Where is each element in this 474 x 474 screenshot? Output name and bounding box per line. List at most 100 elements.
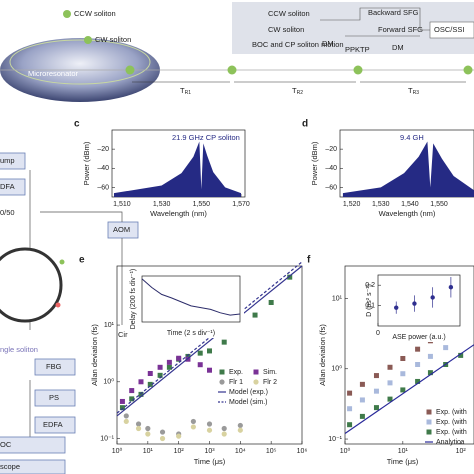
- marker: [135, 421, 142, 427]
- spectrum: [342, 141, 474, 197]
- legend-swatch: [219, 379, 225, 385]
- legend-label: Analytica: [436, 439, 465, 446]
- y-tick-label: 10⁻¹: [328, 436, 342, 443]
- label: 0/50: [0, 208, 15, 217]
- marker: [221, 431, 227, 437]
- x-tick-label: 1,550: [430, 201, 448, 208]
- inset-y-label: Delay (200 fs div⁻¹): [130, 269, 137, 330]
- marker: [427, 370, 433, 376]
- soliton: [463, 65, 473, 75]
- panel-e: e 10⁰ 10¹ 10² 10³ 10⁴ 10⁵ 10⁶ 10⁻¹ 10⁰ 10¹ Exp. Sim.…: [79, 255, 307, 466]
- y-tick-label: 0.2: [365, 282, 375, 289]
- x-tick-label: 0: [376, 330, 380, 337]
- spectrum: [113, 141, 242, 197]
- marker: [237, 422, 243, 429]
- plot-frame: [344, 265, 474, 445]
- y-tick-label: –40: [325, 165, 337, 172]
- marker: [237, 427, 243, 433]
- orbit: [9, 39, 151, 85]
- label: Circ.: [118, 330, 133, 339]
- y-tick-label: 10¹: [332, 295, 343, 302]
- marker: [138, 391, 144, 397]
- marker: [287, 274, 293, 280]
- soliton: [125, 65, 135, 75]
- marker: [373, 388, 379, 394]
- marker: [373, 405, 379, 411]
- marker: [430, 295, 435, 300]
- legend-swatch: [426, 429, 432, 435]
- beam-path: [320, 7, 430, 37]
- marker: [166, 359, 172, 365]
- legend-label: Exp.: [229, 369, 243, 376]
- marker: [252, 312, 258, 318]
- label: CCW soliton: [268, 9, 310, 18]
- panel-label: f: [307, 255, 311, 266]
- legend-label: Flr 1: [229, 379, 243, 386]
- soliton: [63, 10, 71, 18]
- x-axis-label: Wavelength (nm): [379, 209, 436, 218]
- x-tick-label: 10⁵: [266, 448, 277, 455]
- legend-label: Flr 2: [263, 379, 277, 386]
- setup-panel: CCW soliton CW soliton BOC and CP solito…: [232, 2, 474, 54]
- y-axis-label: Allan deviation (fs): [90, 324, 99, 386]
- x-tick-label: 10⁰: [340, 447, 351, 455]
- label: Microresonator: [28, 69, 79, 78]
- marker: [197, 350, 203, 356]
- marker: [415, 378, 421, 384]
- marker: [387, 364, 393, 370]
- plot-frame: [377, 274, 461, 327]
- x-tick-label: 10⁴: [235, 448, 246, 455]
- label: DM: [322, 39, 334, 48]
- marker: [157, 364, 163, 370]
- panel-label: d: [302, 119, 308, 130]
- label: DFA: [0, 182, 15, 191]
- y-tick-label: –20: [325, 146, 337, 153]
- label: CW soliton: [95, 35, 131, 44]
- marker: [400, 387, 406, 393]
- legend-label: Exp. (with: [436, 409, 467, 416]
- legend-swatch: [426, 409, 432, 415]
- annotation: 9.4 GH: [400, 133, 424, 142]
- legend-label: Model (sim.): [229, 399, 268, 406]
- ps-box: [34, 389, 76, 407]
- y-tick-label: –20: [97, 146, 109, 153]
- y-tick-label: –40: [97, 165, 109, 172]
- legend-label: Sim.: [263, 369, 277, 376]
- label: PPKTP: [345, 45, 370, 54]
- marker: [185, 353, 191, 359]
- x-tick-label: 1,570: [232, 201, 250, 208]
- legend-label: Model (exp.): [229, 389, 268, 396]
- marker: [400, 371, 406, 377]
- x-tick-label: 10⁰: [112, 447, 123, 455]
- interval-label: TR1: [180, 86, 191, 96]
- delay-trace: [141, 278, 241, 316]
- label: BOC and CP soliton motion: [252, 40, 344, 49]
- subscript: R1: [185, 90, 192, 96]
- marker: [129, 396, 135, 402]
- subscript: R2: [297, 90, 304, 96]
- marker: [145, 431, 151, 437]
- marker: [138, 379, 144, 385]
- soliton: [353, 65, 363, 75]
- inset-x-label: ASE power (a.u.): [392, 334, 445, 341]
- x-axis-label: Wavelength (nm): [150, 209, 207, 218]
- panel-f: f 10⁰ 10¹ 10² 10⁻¹ 10⁰ 10¹ Exp. (with Exp. (with…: [307, 255, 474, 466]
- marker: [157, 372, 163, 378]
- marker: [207, 367, 212, 373]
- x-tick-label: 10²: [456, 448, 467, 455]
- y-axis-label: Power (dBm): [82, 141, 91, 185]
- soliton: [59, 259, 65, 265]
- marker: [387, 396, 393, 402]
- marker: [221, 425, 227, 432]
- marker: [412, 301, 417, 306]
- x-tick-label: 10¹: [398, 448, 409, 455]
- soliton: [84, 36, 92, 44]
- legend-swatch: [253, 379, 259, 385]
- marker: [347, 390, 353, 396]
- timeline: TR1 TR2 TR3: [0, 65, 474, 96]
- marker: [147, 370, 153, 376]
- marker: [221, 339, 227, 345]
- marker: [123, 413, 129, 419]
- interval-label: TR3: [408, 86, 419, 96]
- label: OC: [0, 440, 12, 449]
